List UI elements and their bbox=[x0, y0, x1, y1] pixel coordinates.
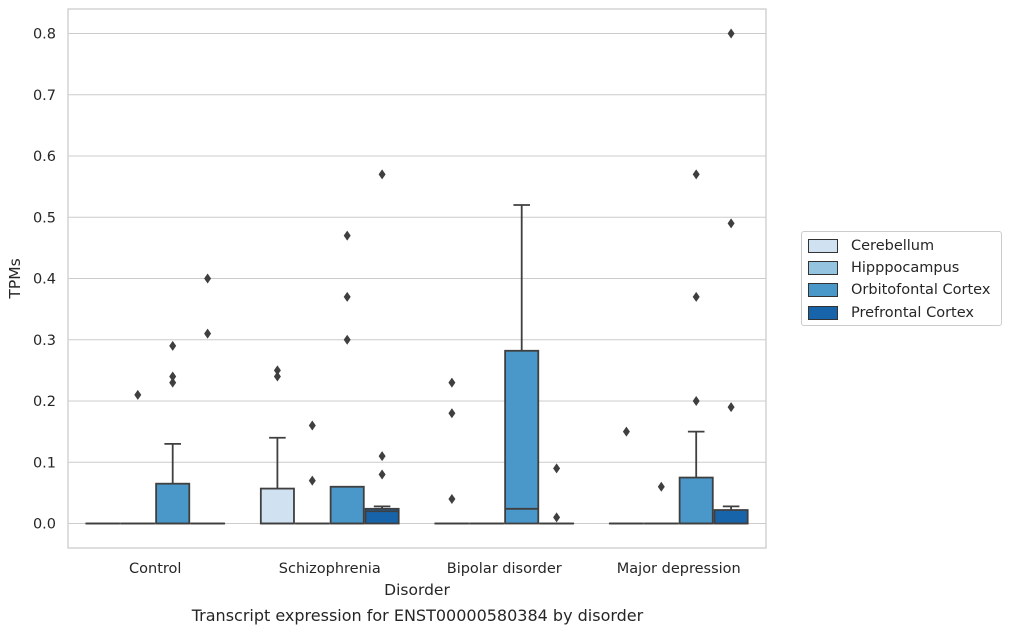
legend-label-cerebellum: Cerebellum bbox=[851, 238, 935, 254]
chart-caption: Transcript expression for ENST0000058038… bbox=[191, 606, 644, 625]
y-tick-label: 0.4 bbox=[33, 272, 56, 288]
y-tick-label: 0.6 bbox=[33, 149, 56, 165]
outlier-point bbox=[448, 494, 456, 504]
y-tick-label: 0.8 bbox=[33, 27, 56, 43]
y-tick-label: 0.2 bbox=[33, 394, 56, 410]
outlier-point bbox=[622, 426, 630, 437]
box bbox=[155, 482, 191, 525]
box bbox=[329, 485, 365, 525]
legend-swatch-cerebellum bbox=[808, 239, 838, 253]
outlier-point bbox=[448, 377, 456, 388]
outlier-point bbox=[553, 512, 561, 523]
legend-item-prefrontal: Prefrontal Cortex bbox=[808, 304, 974, 322]
outlier-point bbox=[134, 389, 142, 400]
legend-swatch-orbitofrontal bbox=[808, 283, 838, 297]
outlier-point bbox=[343, 291, 351, 302]
outlier-point bbox=[308, 475, 316, 486]
x-tick-label: Major depression bbox=[617, 561, 741, 577]
y-axis-label: TPMs bbox=[6, 258, 24, 299]
outlier-point bbox=[343, 334, 351, 345]
legend: Cerebellum Hipppocampus Orbitofontal Cor… bbox=[801, 231, 1002, 326]
legend-label-hippocampus: Hipppocampus bbox=[851, 260, 960, 276]
y-tick-label: 0.1 bbox=[33, 455, 56, 471]
x-axis-label: Disorder bbox=[384, 581, 450, 599]
outlier-point bbox=[727, 218, 735, 229]
y-tick-label: 0.7 bbox=[33, 88, 56, 104]
outlier-point bbox=[692, 396, 700, 406]
outlier-point bbox=[273, 365, 281, 376]
outlier-point bbox=[692, 169, 700, 180]
outlier-point bbox=[169, 371, 177, 382]
box bbox=[678, 476, 714, 525]
outlier-point bbox=[448, 408, 456, 419]
legend-item-hippocampus: Hipppocampus bbox=[808, 259, 959, 277]
legend-label-orbitofrontal: Orbitofontal Cortex bbox=[851, 282, 991, 298]
outlier-point bbox=[727, 402, 735, 413]
y-tick-label: 0.0 bbox=[33, 517, 56, 533]
box bbox=[364, 507, 400, 525]
outlier-point bbox=[273, 371, 281, 382]
box bbox=[713, 509, 749, 525]
y-tick-label: 0.5 bbox=[33, 210, 56, 226]
outlier-point bbox=[204, 328, 212, 339]
legend-label-prefrontal: Prefrontal Cortex bbox=[851, 305, 974, 321]
box bbox=[259, 487, 295, 525]
outlier-point bbox=[343, 230, 351, 241]
y-tick-label: 0.3 bbox=[33, 333, 56, 349]
outlier-point bbox=[692, 291, 700, 302]
legend-swatch-prefrontal bbox=[808, 306, 838, 320]
outlier-point bbox=[308, 420, 316, 431]
x-tick-label: Schizophrenia bbox=[279, 561, 381, 577]
legend-item-orbitofrontal: Orbitofontal Cortex bbox=[808, 281, 990, 299]
outlier-point bbox=[378, 469, 386, 480]
x-tick-label: Control bbox=[129, 561, 181, 577]
outlier-point bbox=[657, 481, 665, 492]
outlier-point bbox=[204, 273, 212, 284]
legend-swatch-hippocampus bbox=[808, 261, 838, 275]
outlier-point bbox=[169, 377, 177, 388]
outlier-point bbox=[378, 451, 386, 462]
legend-item-cerebellum: Cerebellum bbox=[808, 237, 934, 255]
outlier-point bbox=[169, 340, 177, 351]
plot-area-frame bbox=[67, 8, 767, 549]
outlier-point bbox=[378, 169, 386, 180]
outlier-point bbox=[553, 463, 561, 474]
x-tick-label: Bipolar disorder bbox=[447, 561, 562, 577]
outlier-point bbox=[727, 28, 735, 39]
box bbox=[504, 349, 540, 525]
